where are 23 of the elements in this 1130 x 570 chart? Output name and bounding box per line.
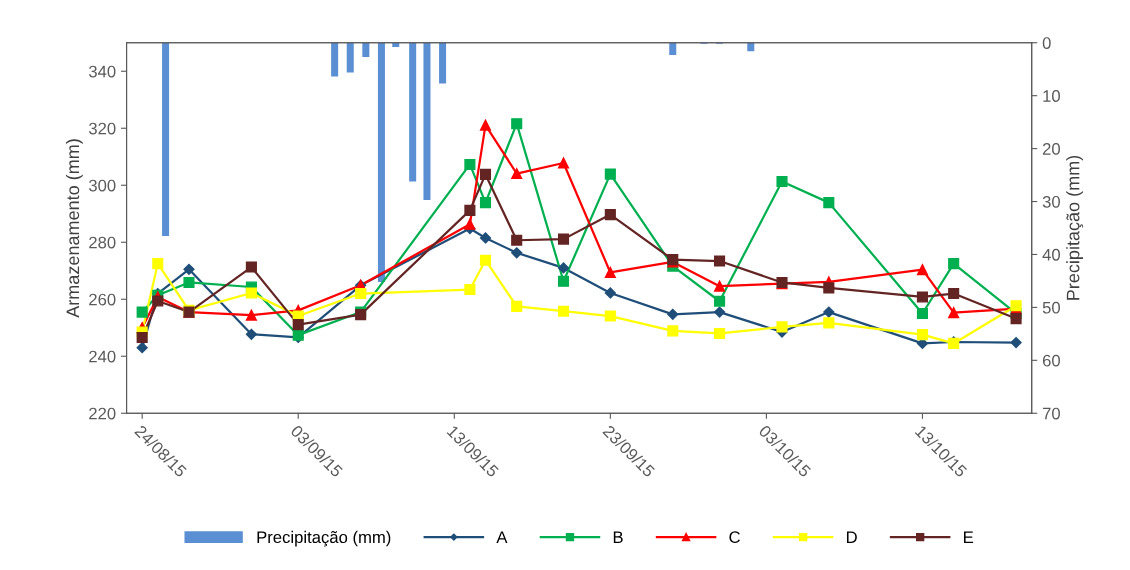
y-tick-label: 240 [89,350,116,363]
y-tick-label: 340 [88,65,116,78]
legend-label: A [496,531,508,543]
y2-tick-label: 0 [1042,37,1051,49]
legend-label: D [846,531,857,543]
y2-axis-title: Precipitação (mm) [1066,155,1084,300]
legend-label: B [613,531,623,543]
y-tick-label: 280 [89,236,116,249]
y2-tick-label: 30 [1042,195,1060,208]
legend-label: C [729,531,740,544]
y-tick-label: 220 [89,407,116,420]
y2-tick-label: 10 [1043,90,1060,102]
y2-tick-label: 60 [1042,354,1060,367]
y2-tick-label: 40 [1042,248,1060,261]
y2-tick-label: 70 [1042,407,1060,420]
y-tick-label: 260 [89,293,116,306]
y2-tick-label: 50 [1042,301,1060,314]
y2-tick-label: 20 [1042,143,1060,155]
legend-label: E [964,531,974,543]
y-axis-title: Armazenamento (mm) [65,139,83,318]
y-tick-label: 320 [88,122,116,135]
y-tick-label: 300 [88,179,116,192]
legend-label: Precipitação (mm) [257,530,391,547]
